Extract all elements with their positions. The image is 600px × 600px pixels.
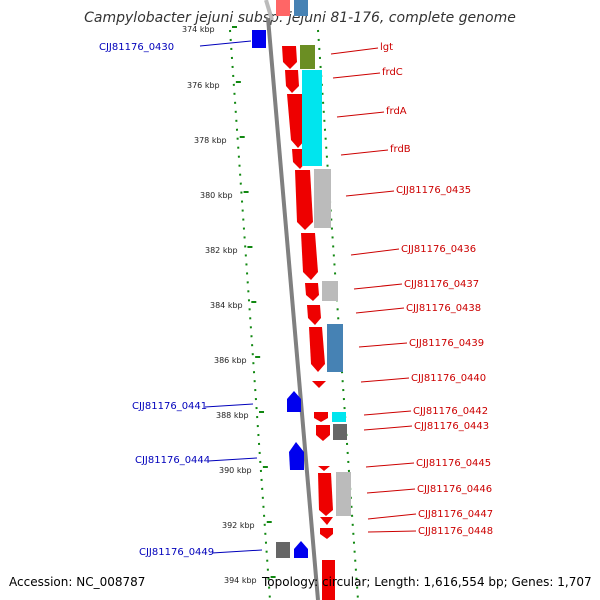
cog-block-darkgray-1	[333, 424, 347, 440]
scale-tick-374: 374 kbp	[182, 25, 215, 34]
cog-block-cyan	[302, 70, 322, 166]
gene-label-cjj81176-0438[interactable]: CJJ81176_0438	[406, 303, 481, 314]
leader-0436	[350, 248, 400, 256]
cog-block-cyan-small	[332, 412, 346, 422]
gene-label-cjj81176-0446[interactable]: CJJ81176_0446	[417, 484, 492, 495]
reverse-genes[interactable]	[252, 30, 308, 558]
leader-lgt	[330, 47, 379, 55]
gene-arrow-cjj81176-0449[interactable]	[294, 541, 308, 558]
forward-leader-lines	[330, 47, 417, 533]
gene-label-cjj81176-0449[interactable]: CJJ81176_0449	[139, 547, 214, 558]
gene-arrow-cjj81176-0435[interactable]	[295, 170, 313, 230]
gene-label-cjj81176-0444[interactable]: CJJ81176_0444	[135, 455, 210, 466]
scale-tick-376: 376 kbp	[187, 81, 220, 90]
gene-label-frdb[interactable]: frdB	[390, 144, 411, 155]
backbone-line	[266, 17, 320, 600]
gene-label-cjj81176-0439[interactable]: CJJ81176_0439	[409, 338, 484, 349]
scale-tick-388: 388 kbp	[216, 411, 249, 420]
leader-frdc	[332, 72, 381, 79]
gene-label-lgt[interactable]: lgt	[380, 42, 393, 53]
scale-tick-390: 390 kbp	[219, 466, 252, 475]
scale-tick-392: 392 kbp	[222, 521, 255, 530]
feature-top-partial	[276, 0, 290, 16]
gene-label-frdc[interactable]: frdC	[382, 67, 403, 78]
leader-0449	[211, 549, 263, 554]
gene-label-cjj81176-0437[interactable]: CJJ81176_0437	[404, 279, 479, 290]
gene-arrow-cjj81176-0446[interactable]	[318, 473, 333, 516]
leader-0444	[207, 457, 258, 462]
cog-block-green	[300, 45, 315, 69]
leader-0438	[355, 307, 405, 314]
leader-0445	[365, 462, 415, 468]
scale-tick-380: 380 kbp	[200, 191, 233, 200]
gene-arrow-frda[interactable]	[287, 94, 305, 148]
gene-arrow-cjj81176-0445[interactable]	[318, 466, 330, 471]
leader-0443	[363, 425, 413, 431]
gene-arrow-cjj81176-0441[interactable]	[287, 391, 301, 412]
gene-arrow-cjj81176-0448[interactable]	[320, 528, 333, 539]
forward-genes[interactable]	[282, 46, 335, 600]
reverse-leader-lines	[199, 40, 263, 554]
gene-label-cjj81176-0440[interactable]: CJJ81176_0440	[411, 373, 486, 384]
gene-label-cjj81176-0443[interactable]: CJJ81176_0443	[414, 421, 489, 432]
cog-block-gray-3	[336, 472, 351, 516]
scale-tick-384: 384 kbp	[210, 301, 243, 310]
leader-0439	[358, 342, 408, 348]
gene-label-cjj81176-0436[interactable]: CJJ81176_0436	[401, 244, 476, 255]
gene-arrow-cjj81176-0437[interactable]	[305, 283, 319, 301]
reverse-labels[interactable]: CJJ81176_0430 CJJ81176_0441 CJJ81176_044…	[99, 42, 214, 558]
gene-arrow-frdc[interactable]	[285, 70, 299, 93]
gene-label-cjj81176-0441[interactable]: CJJ81176_0441	[132, 401, 207, 412]
leader-0441	[204, 403, 254, 408]
gene-label-cjj81176-0435[interactable]: CJJ81176_0435	[396, 185, 471, 196]
gene-label-frda[interactable]: frdA	[386, 106, 407, 117]
scale-labels: 374 kbp 376 kbp 378 kbp 380 kbp 382 kbp …	[182, 25, 257, 585]
scale-tick-386: 386 kbp	[214, 356, 247, 365]
map-title: Campylobacter jejuni subsp. jejuni 81-17…	[84, 10, 516, 26]
leader-frdb	[340, 149, 389, 156]
gene-arrow-cjj81176-0439[interactable]	[309, 327, 325, 372]
gene-arrow-cjj81176-0444[interactable]	[289, 442, 304, 470]
leader-frda	[336, 111, 385, 118]
gene-arrow-cjj81176-0442[interactable]	[314, 412, 328, 422]
scale-tick-394: 394 kbp	[224, 576, 257, 585]
leader-0430	[199, 40, 252, 47]
gene-label-cjj81176-0447[interactable]: CJJ81176_0447	[418, 509, 493, 520]
scale-tick-stubs	[232, 26, 276, 578]
accession-text: Accession: NC_008787	[9, 575, 146, 589]
cog-block-steelblue	[327, 324, 343, 372]
leader-0442	[363, 410, 412, 416]
gene-arrow-cjj81176-0447[interactable]	[320, 517, 333, 525]
gene-arrow-cjj81176-0440[interactable]	[312, 381, 326, 388]
cog-block-darkgray-2	[276, 542, 290, 558]
gene-arrow-lgt[interactable]	[282, 46, 297, 69]
gene-label-cjj81176-0445[interactable]: CJJ81176_0445	[416, 458, 491, 469]
cog-block-gray-1	[314, 169, 331, 228]
leader-0448	[367, 530, 417, 533]
cog-block-gray-2	[322, 281, 338, 301]
dotted-track-left	[229, 29, 271, 600]
gene-label-cjj81176-0430[interactable]: CJJ81176_0430	[99, 42, 174, 53]
leader-0435	[345, 190, 395, 197]
backbone-upper	[264, 0, 274, 21]
gene-label-cjj81176-0442[interactable]: CJJ81176_0442	[413, 406, 488, 417]
leader-0446	[366, 488, 416, 494]
gene-arrow-bottom-partial[interactable]	[322, 560, 335, 600]
feature-top-partial-blue	[294, 0, 308, 16]
genome-summary-text: Topology: circular; Length: 1,616,554 bp…	[262, 575, 592, 589]
leader-0437	[353, 283, 403, 290]
gene-arrow-cjj81176-0443[interactable]	[316, 425, 330, 441]
gene-arrow-cjj81176-0436[interactable]	[301, 233, 318, 280]
gene-arrow-cjj81176-0438[interactable]	[307, 305, 321, 325]
cog-blocks	[276, 45, 351, 558]
leader-0440	[360, 377, 410, 383]
forward-labels[interactable]: lgt frdC frdA frdB CJJ81176_0435 CJJ8117…	[380, 42, 493, 537]
leader-0447	[367, 513, 417, 520]
gene-label-cjj81176-0448[interactable]: CJJ81176_0448	[418, 526, 493, 537]
scale-tick-378: 378 kbp	[194, 136, 227, 145]
gene-arrow-cjj81176-0430[interactable]	[252, 30, 266, 48]
scale-tick-382: 382 kbp	[205, 246, 238, 255]
